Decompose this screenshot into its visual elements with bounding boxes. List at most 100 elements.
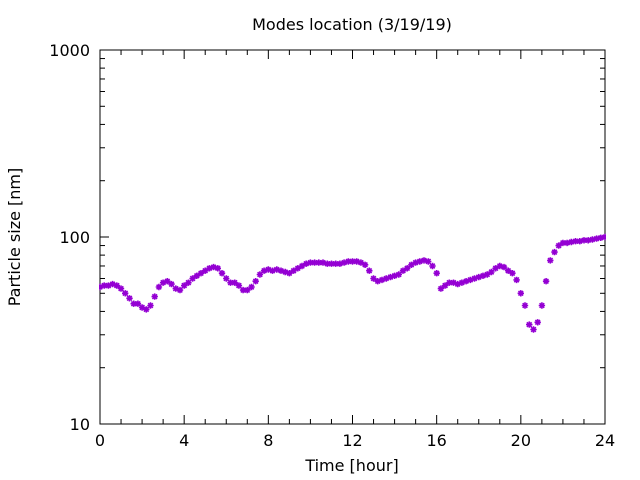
data-point	[568, 238, 575, 246]
data-point	[500, 263, 508, 271]
data-point	[509, 270, 516, 277]
data-point	[492, 265, 499, 272]
data-point	[399, 267, 407, 274]
data-point	[441, 282, 449, 289]
x-tick-label: 20	[511, 431, 531, 450]
data-point	[214, 265, 221, 272]
data-point	[311, 259, 318, 266]
data-point	[223, 275, 230, 282]
data-point	[551, 248, 558, 256]
data-point	[467, 276, 474, 284]
data-point	[172, 285, 179, 292]
data-point	[547, 257, 554, 264]
x-tick-label: 12	[342, 431, 362, 450]
data-point	[345, 258, 352, 265]
data-point	[117, 285, 125, 292]
data-point	[412, 259, 419, 266]
data-point	[357, 259, 365, 266]
data-point	[239, 286, 247, 294]
data-point	[181, 282, 188, 289]
axis-ticks	[99, 49, 606, 425]
data-point	[517, 290, 524, 297]
data-point	[450, 279, 457, 286]
data-point	[526, 321, 533, 328]
data-point	[159, 279, 167, 286]
data-point	[366, 267, 373, 274]
data-point	[425, 258, 432, 265]
data-point	[122, 290, 129, 297]
data-point	[429, 262, 436, 270]
data-point	[206, 265, 213, 272]
data-point	[189, 275, 196, 282]
data-point	[601, 233, 606, 241]
data-point	[109, 280, 116, 288]
data-point	[404, 265, 411, 272]
data-point	[130, 300, 137, 307]
data-point	[336, 260, 344, 267]
x-tick-label: 8	[263, 431, 273, 450]
data-point	[101, 282, 108, 289]
data-point	[307, 259, 314, 266]
data-point	[383, 275, 390, 282]
data-point	[147, 302, 154, 309]
data-point	[446, 279, 453, 286]
data-point	[353, 258, 360, 265]
x-tick-label: 4	[179, 431, 189, 450]
data-point	[585, 237, 592, 244]
data-point	[244, 286, 251, 294]
chart-title: Modes location (3/19/19)	[252, 15, 452, 34]
data-point	[105, 282, 112, 289]
data-point	[530, 326, 537, 333]
data-point	[420, 257, 428, 264]
data-point	[197, 270, 205, 277]
y-tick-label: 100	[59, 228, 90, 247]
data-point	[143, 306, 150, 313]
y-tick-label: 10	[70, 415, 90, 434]
data-point	[231, 279, 238, 286]
data-point	[361, 261, 369, 268]
data-point	[370, 275, 377, 282]
data-point	[349, 258, 356, 265]
data-point	[286, 270, 293, 277]
data-point	[505, 267, 512, 274]
data-point	[496, 262, 503, 270]
data-point	[282, 268, 289, 276]
data-point	[134, 300, 142, 307]
data-point	[260, 267, 268, 274]
data-point	[315, 259, 322, 266]
data-point	[324, 260, 331, 267]
data-point	[176, 286, 184, 294]
data-point	[462, 278, 470, 285]
x-axis-tick-labels: 0 4 8 12 16 20 24	[95, 431, 615, 450]
data-point	[374, 278, 381, 285]
data-point	[521, 302, 529, 309]
data-point	[193, 272, 200, 279]
x-tick-label: 24	[595, 431, 615, 450]
data-point	[328, 260, 335, 267]
data-point	[534, 319, 541, 326]
data-point	[391, 272, 398, 279]
data-point	[479, 272, 487, 279]
y-tick-label: 1000	[49, 41, 90, 60]
data-point	[513, 276, 520, 284]
data-point	[387, 273, 394, 281]
x-tick-label: 16	[426, 431, 446, 450]
y-axis-label: Particle size [nm]	[5, 168, 24, 307]
data-point	[538, 302, 546, 309]
data-point	[256, 271, 264, 278]
data-point	[454, 280, 461, 288]
data-point	[542, 278, 550, 285]
data-point	[580, 237, 588, 244]
data-point	[273, 266, 280, 273]
data-point	[126, 295, 133, 302]
data-point	[408, 261, 415, 268]
data-point	[319, 259, 327, 266]
data-point	[290, 267, 297, 274]
data-point	[298, 262, 306, 270]
data-series	[99, 233, 606, 333]
data-point	[227, 279, 234, 286]
data-point	[265, 266, 272, 273]
data-point	[572, 238, 579, 245]
data-point	[210, 263, 217, 271]
data-point	[395, 271, 402, 278]
